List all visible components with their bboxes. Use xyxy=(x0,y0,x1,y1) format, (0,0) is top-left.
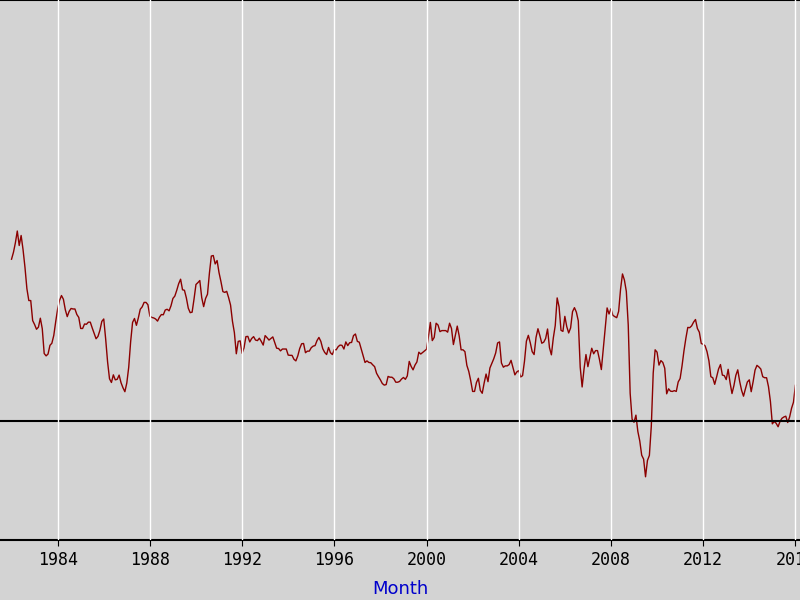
X-axis label: Month: Month xyxy=(372,580,428,598)
